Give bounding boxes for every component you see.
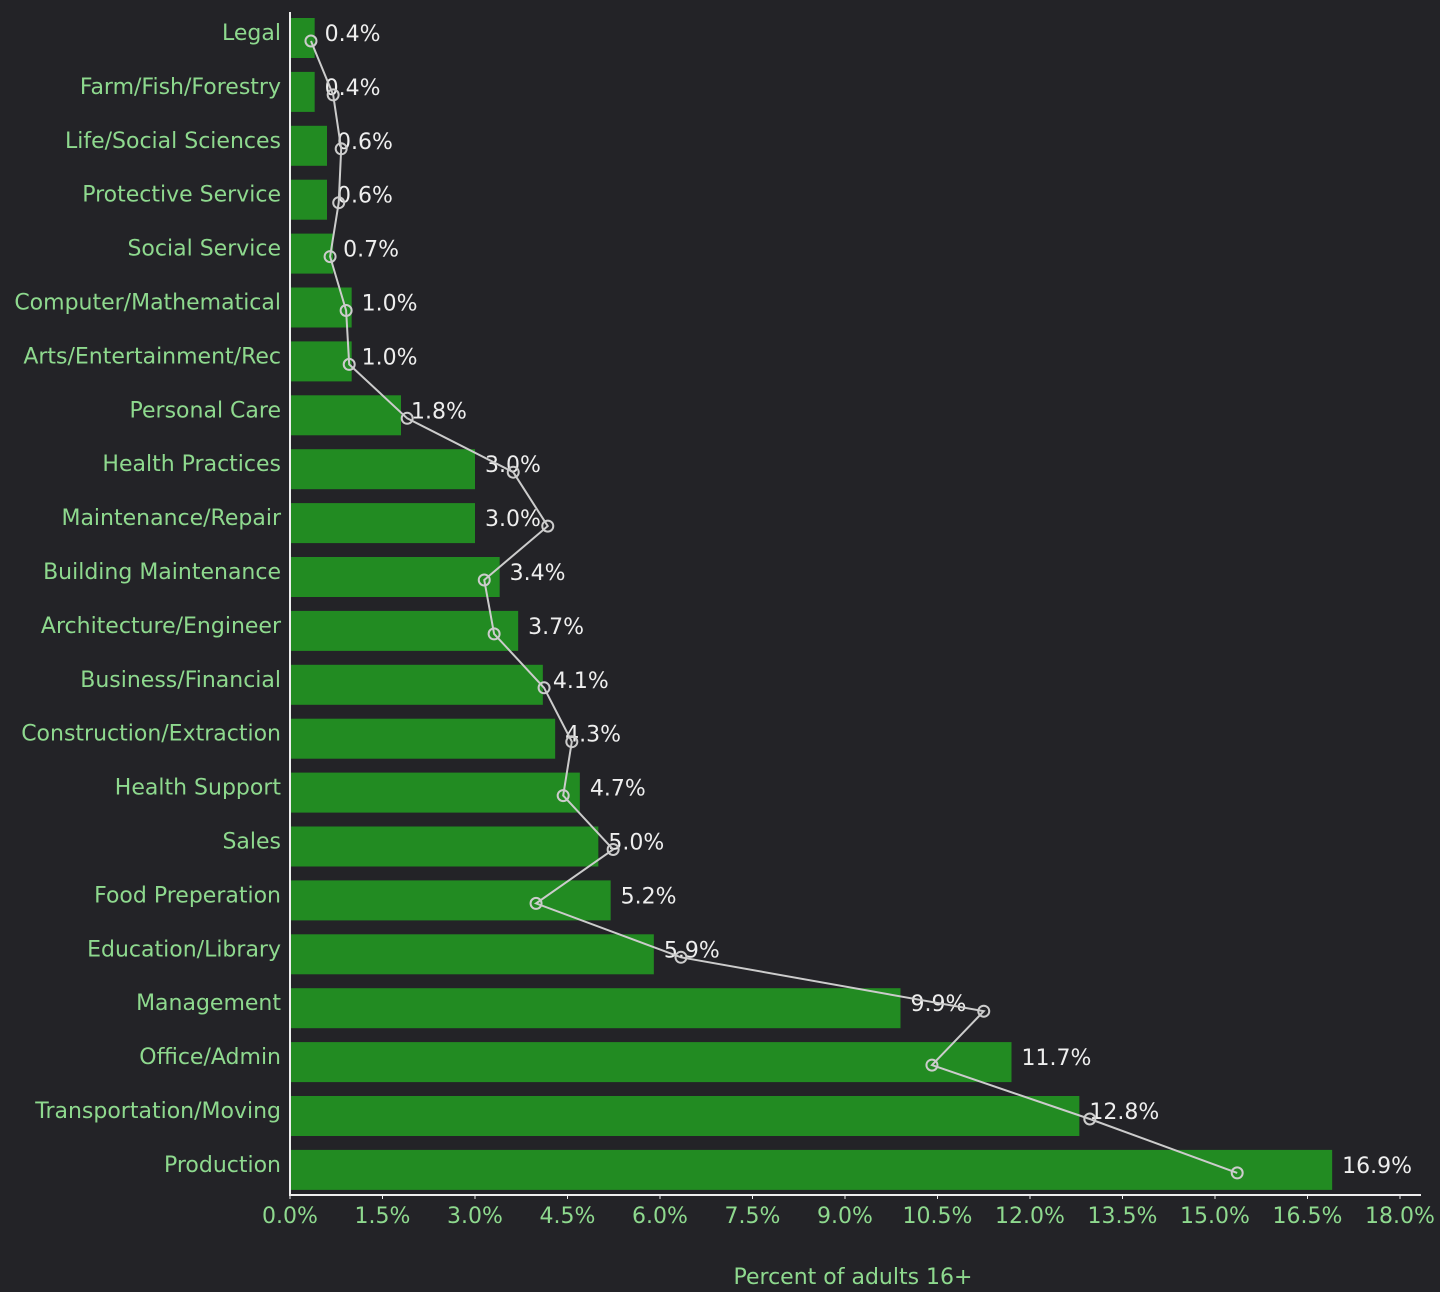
x-tick-label: 16.5% [1273, 1204, 1343, 1229]
y-tick-label: Transportation/Moving [34, 1099, 281, 1124]
bar [290, 664, 543, 705]
bar [290, 1042, 1012, 1083]
x-tick-label: 3.0% [447, 1204, 503, 1229]
line-point [323, 250, 337, 264]
y-tick-label: Sales [222, 830, 281, 855]
y-tick-label: Social Service [127, 237, 281, 262]
line-point [556, 789, 570, 803]
bar [290, 880, 611, 921]
value-label: 4.7% [590, 777, 646, 802]
y-tick-label: Construction/Extraction [21, 722, 281, 747]
y-tick-label: Office/Admin [139, 1045, 281, 1070]
y-tick-label: Management [136, 991, 281, 1016]
y-tick-label: Computer/Mathematical [14, 291, 281, 316]
bar [290, 826, 599, 867]
value-label: 4.1% [553, 669, 609, 694]
line-point [332, 196, 346, 210]
x-tick-label: 6.0% [632, 1204, 688, 1229]
x-tick-label: 1.5% [355, 1204, 411, 1229]
y-tick-label: Architecture/Engineer [41, 614, 282, 639]
x-tick-label: 0.0% [262, 1204, 318, 1229]
line-point [529, 896, 543, 910]
bar [290, 179, 327, 220]
bar [290, 125, 327, 166]
y-tick-label: Production [164, 1153, 281, 1178]
line-point [326, 88, 340, 102]
line-point [304, 34, 318, 48]
bar [290, 71, 315, 112]
y-tick-label: Legal [222, 21, 281, 46]
line-point [1230, 1166, 1244, 1180]
value-label: 1.0% [362, 345, 418, 370]
y-tick-label: Building Maintenance [43, 560, 281, 585]
value-label: 0.6% [337, 184, 393, 209]
x-tick-label: 10.5% [903, 1204, 973, 1229]
x-axis-label: Percent of adults 16+ [734, 1265, 973, 1290]
bar [290, 934, 654, 975]
line [310, 40, 1238, 1174]
x-tick-label: 9.0% [817, 1204, 873, 1229]
bar [290, 988, 901, 1029]
value-label: 16.9% [1342, 1154, 1412, 1179]
value-label: 5.0% [608, 831, 664, 856]
line-point [674, 950, 688, 964]
line-point [925, 1058, 939, 1072]
value-label: 4.3% [565, 723, 621, 748]
value-label: 5.2% [621, 884, 677, 909]
line-point [334, 142, 348, 156]
bar [290, 718, 556, 759]
line-point [541, 519, 555, 533]
y-tick-label: Farm/Fish/Forestry [80, 75, 281, 100]
value-label: 9.9% [911, 992, 967, 1017]
line-point [606, 843, 620, 856]
x-tick-label: 4.5% [540, 1204, 596, 1229]
x-tick-label: 12.0% [995, 1204, 1065, 1229]
x-tick-label: 18.0% [1365, 1204, 1435, 1229]
line-point [565, 735, 579, 749]
bar [290, 503, 475, 544]
y-tick-label: Business/Financial [80, 668, 281, 693]
value-label: 3.0% [485, 453, 541, 478]
line-point [477, 573, 491, 587]
value-label: 0.4% [325, 22, 381, 47]
y-tick-label: Personal Care [130, 398, 281, 423]
value-label: 3.7% [528, 615, 584, 640]
line-point [1083, 1112, 1097, 1126]
bar [290, 395, 401, 436]
line-point [977, 1004, 991, 1018]
y-tick-label: Arts/Entertainment/Rec [23, 344, 281, 369]
x-tick-label: 15.0% [1180, 1204, 1250, 1229]
value-label: 12.8% [1089, 1100, 1159, 1125]
x-tick-label: 13.5% [1088, 1204, 1158, 1229]
value-label: 1.0% [362, 292, 418, 317]
bar [290, 341, 352, 382]
line-point [506, 465, 520, 479]
line-point [342, 357, 356, 371]
line-point [339, 304, 353, 317]
y-tick-label: Health Support [115, 776, 282, 801]
line-point [487, 627, 501, 641]
y-tick-label: Protective Service [82, 183, 281, 208]
y-tick-label: Education/Library [87, 937, 281, 962]
value-label: 3.4% [510, 561, 566, 586]
bar [290, 557, 500, 597]
bar [290, 18, 315, 58]
line-point [400, 411, 414, 425]
y-tick-label: Health Practices [102, 452, 281, 477]
y-tick-label: Food Preperation [94, 883, 281, 908]
y-tick-label: Life/Social Sciences [65, 129, 281, 154]
value-label: 11.7% [1022, 1046, 1092, 1071]
x-tick-label: 7.5% [725, 1204, 781, 1229]
value-label: 1.8% [411, 399, 467, 424]
value-label: 0.7% [343, 238, 399, 263]
bar [290, 1149, 1333, 1190]
line-point [537, 681, 551, 695]
bar [290, 610, 519, 651]
bar [290, 1096, 1080, 1136]
bar [290, 449, 475, 490]
bar [290, 772, 580, 813]
value-label: 3.0% [485, 507, 541, 532]
y-tick-label: Maintenance/Repair [61, 506, 281, 531]
